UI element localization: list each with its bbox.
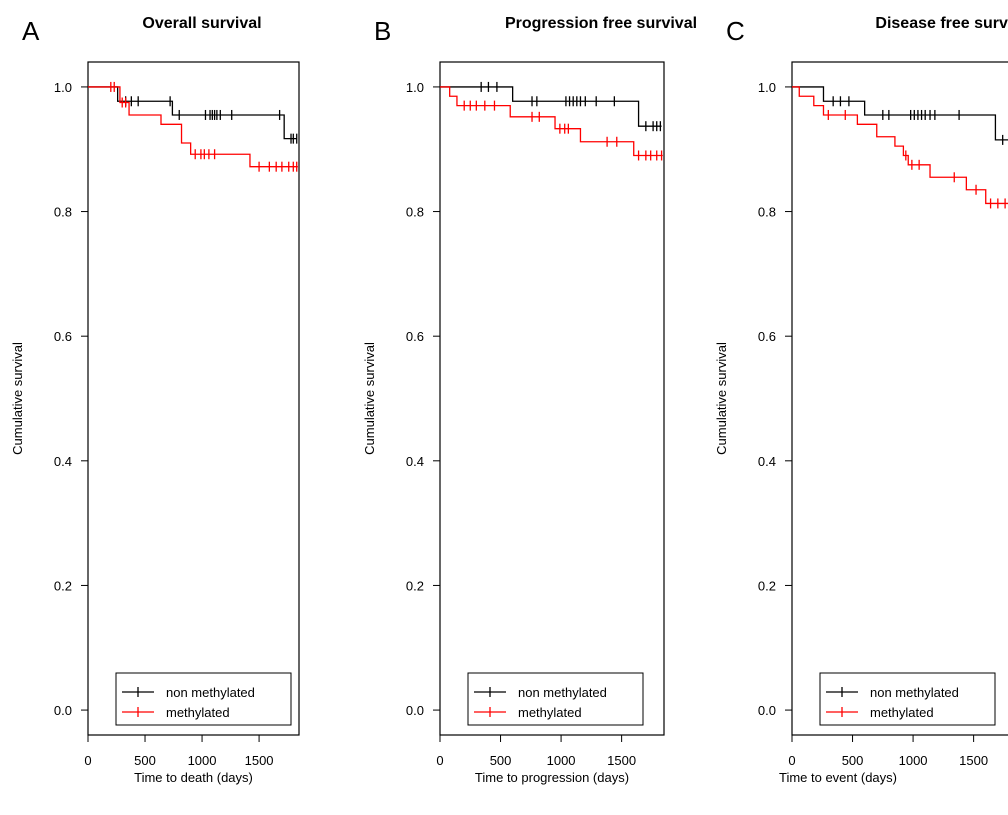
- x-tick-label: 0: [84, 753, 91, 768]
- survival-curve: [440, 86, 662, 127]
- y-tick-label: 0.0: [406, 703, 424, 718]
- y-tick-label: 0.2: [54, 578, 72, 593]
- y-tick-label: 1.0: [406, 80, 424, 95]
- x-tick-label: 1500: [959, 753, 988, 768]
- y-axis-label: Cumulative survival: [714, 342, 729, 455]
- panel-c: C Disease free survival 0.0 0.2 0.4 0.6 0.8 1.0…: [714, 15, 1008, 785]
- y-tick-label: 0.6: [406, 329, 424, 344]
- y-tick-label: 1.0: [758, 80, 776, 95]
- legend: non methylated methylated: [819, 672, 996, 726]
- x-tick-label: 500: [842, 753, 864, 768]
- legend-entry: methylated: [870, 705, 934, 720]
- x-axis-label: Time to progression (days): [475, 770, 629, 785]
- x-axis-label: Time to death (days): [134, 770, 253, 785]
- y-tick-label: 0.6: [758, 329, 776, 344]
- y-tick-label: 0.4: [406, 454, 424, 469]
- y-axis-label: Cumulative survival: [10, 342, 25, 455]
- legend-entry: methylated: [166, 705, 230, 720]
- panel-a: A Overall survival 0.0 0.2 0.4 0.6 0.8 1.0 0 500 1…: [10, 15, 300, 785]
- series-methylated: [440, 86, 663, 161]
- panel-letter: A: [22, 16, 40, 46]
- survival-curve: [440, 86, 663, 157]
- x-tick-label: 1500: [245, 753, 274, 768]
- survival-curve: [88, 86, 297, 140]
- chart-title: Disease free survival: [875, 15, 1008, 32]
- legend-entry: non methylated: [518, 685, 607, 700]
- x-tick-label: 1500: [607, 753, 636, 768]
- chart-title: Overall survival: [142, 15, 261, 32]
- x-tick-label: 1000: [188, 753, 217, 768]
- y-tick-label: 0.8: [758, 205, 776, 220]
- x-tick-label: 0: [788, 753, 795, 768]
- x-axis-label: Time to event (days): [779, 770, 897, 785]
- y-tick-label: 0.2: [406, 578, 424, 593]
- x-tick-label: 1000: [899, 753, 928, 768]
- x-tick-label: 0: [436, 753, 443, 768]
- chart-title: Progression free survival: [505, 15, 697, 32]
- series-non-methylated: [792, 86, 1008, 145]
- y-tick-label: 0.0: [54, 703, 72, 718]
- y-tick-label: 0.8: [54, 205, 72, 220]
- y-tick-label: 0.6: [54, 329, 72, 344]
- legend-entry: non methylated: [166, 685, 255, 700]
- panel-letter: B: [374, 16, 391, 46]
- legend: non methylated methylated: [467, 672, 644, 726]
- series-non-methylated: [440, 81, 662, 132]
- y-tick-label: 0.4: [758, 454, 776, 469]
- legend-entry: non methylated: [870, 685, 959, 700]
- x-tick-label: 500: [134, 753, 156, 768]
- plot-frame: [439, 61, 665, 736]
- plot-frame: [791, 61, 1008, 736]
- plot-frame: [87, 61, 300, 736]
- y-tick-label: 1.0: [54, 80, 72, 95]
- survival-curve: [88, 86, 298, 168]
- panel-b: B Progression free survival 0.0 0.2 0.4 0.6 0.…: [362, 15, 697, 785]
- series-methylated: [88, 81, 298, 172]
- legend: non methylated methylated: [115, 672, 292, 726]
- x-tick-label: 500: [490, 753, 512, 768]
- y-tick-label: 0.0: [758, 703, 776, 718]
- y-tick-label: 0.4: [54, 454, 72, 469]
- legend-entry: methylated: [518, 705, 582, 720]
- survival-curve: [792, 86, 1008, 205]
- survival-curve: [792, 86, 1008, 141]
- panel-letter: C: [726, 16, 745, 46]
- y-tick-label: 0.8: [406, 205, 424, 220]
- x-tick-label: 1000: [547, 753, 576, 768]
- series-methylated: [792, 86, 1008, 209]
- y-tick-label: 0.2: [758, 578, 776, 593]
- y-axis-label: Cumulative survival: [362, 342, 377, 455]
